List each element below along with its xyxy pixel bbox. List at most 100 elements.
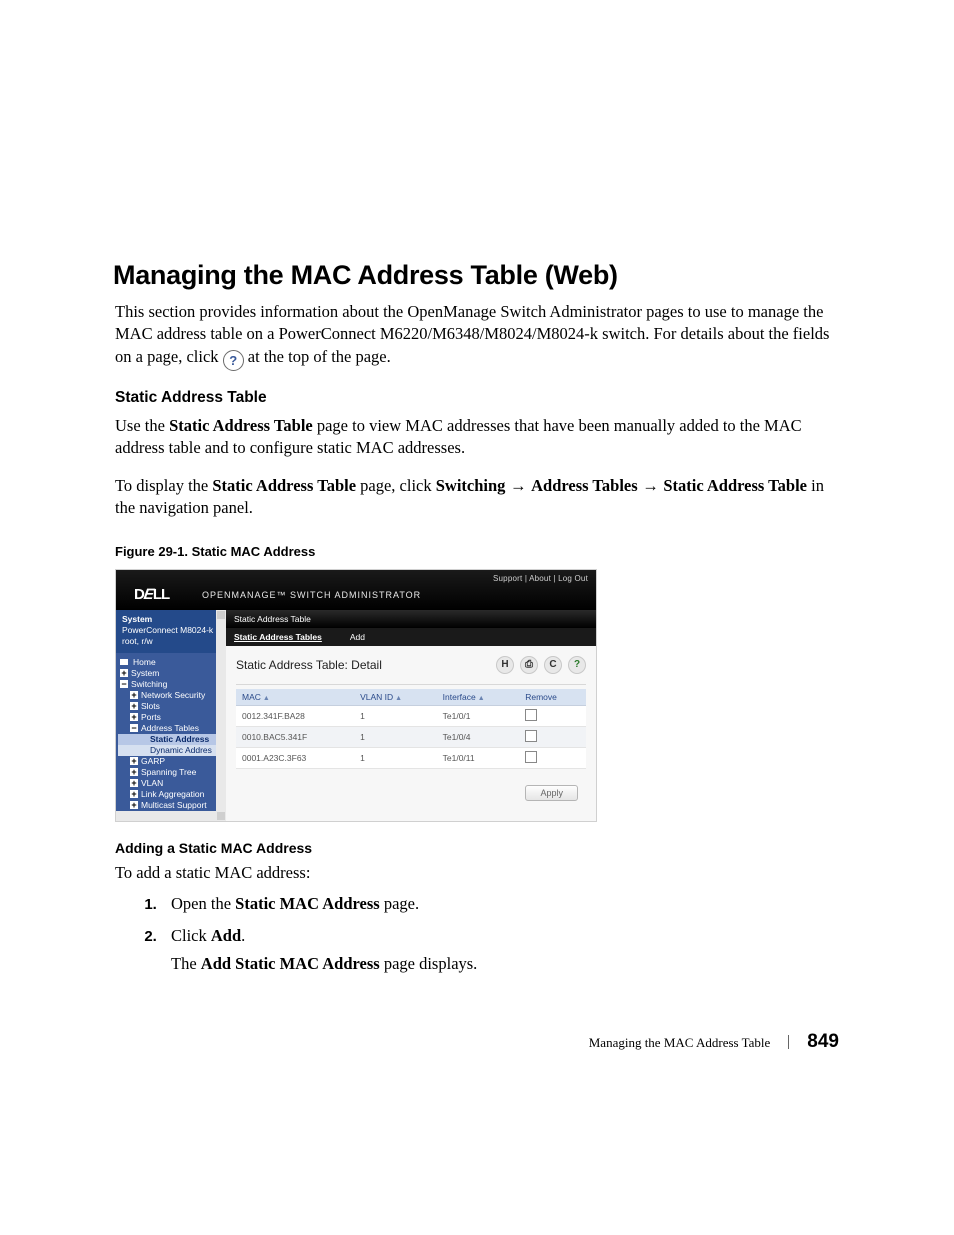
l: GARP xyxy=(141,756,165,767)
refresh-icon[interactable]: C xyxy=(544,656,562,674)
remove-checkbox[interactable] xyxy=(525,730,537,742)
apply-button[interactable]: Apply xyxy=(525,785,578,801)
print-icon[interactable]: ⎙ xyxy=(520,656,538,674)
l: System xyxy=(131,668,159,679)
step-2: Click Add. xyxy=(161,922,839,950)
para-display: To display the Static Address Table page… xyxy=(115,475,839,520)
header-links[interactable]: Support | About | Log Out xyxy=(493,574,588,583)
para-use: Use the Static Address Table page to vie… xyxy=(115,415,839,460)
page-heading: Managing the MAC Address Table (Web) xyxy=(113,260,839,291)
intro-tail: at the top of the page. xyxy=(248,347,391,366)
expand-icon[interactable]: + xyxy=(130,790,138,798)
expand-icon[interactable]: + xyxy=(130,702,138,710)
save-icon[interactable]: H xyxy=(496,656,514,674)
toolbar-icons: H ⎙ C ? xyxy=(496,656,586,674)
tree-link-aggregation[interactable]: +Link Aggregation xyxy=(118,789,226,800)
col-vlan[interactable]: VLAN ID▲ xyxy=(354,689,437,706)
page-footer: Managing the MAC Address Table 849 xyxy=(589,1031,839,1053)
t: Address Tables xyxy=(531,476,638,495)
cell-remove xyxy=(519,747,586,768)
intro-paragraph: This section provides information about … xyxy=(115,301,839,371)
t: Click xyxy=(171,926,211,945)
col-interface[interactable]: Interface▲ xyxy=(437,689,520,706)
t: Static Address Table xyxy=(169,416,313,435)
collapse-icon[interactable]: − xyxy=(130,724,138,732)
l: Home xyxy=(133,657,156,668)
l: Address Tables xyxy=(141,723,199,734)
step-1: Open the Static MAC Address page. xyxy=(161,890,839,918)
tree-items: Home +System −Switching +Network Securit… xyxy=(116,653,226,822)
t: page displays. xyxy=(380,954,478,973)
content-pane: Static Address Table Static Address Tabl… xyxy=(226,610,596,821)
footer-divider xyxy=(788,1035,789,1049)
tree-ports[interactable]: +Ports xyxy=(118,712,226,723)
l: Spanning Tree xyxy=(141,767,196,778)
col-remove: Remove xyxy=(519,689,586,706)
cell-mac: 0001.A23C.3F63 xyxy=(236,747,354,768)
col-mac[interactable]: MAC▲ xyxy=(236,689,354,706)
arrow-icon: → xyxy=(638,477,664,495)
t: page, click xyxy=(356,476,436,495)
table-row: 0012.341F.BA28 1 Te1/0/1 xyxy=(236,705,586,726)
tree-multicast-support[interactable]: +Multicast Support xyxy=(118,800,226,811)
t: To display the xyxy=(115,476,212,495)
sort-icon: ▲ xyxy=(476,695,485,702)
cell-mac: 0010.BAC5.341F xyxy=(236,726,354,747)
tree-vscrollbar[interactable] xyxy=(216,610,226,821)
nav-tree[interactable]: System PowerConnect M8024-k root, r/w Ho… xyxy=(116,610,226,821)
l: Ports xyxy=(141,712,161,723)
t: The xyxy=(171,954,201,973)
tree-spanning-tree[interactable]: +Spanning Tree xyxy=(118,767,226,778)
expand-icon[interactable]: + xyxy=(130,779,138,787)
tree-dynamic-address[interactable]: Dynamic Addres xyxy=(118,745,226,756)
cell-mac: 0012.341F.BA28 xyxy=(236,705,354,726)
tree-garp[interactable]: +GARP xyxy=(118,756,226,767)
dell-logo: DELL xyxy=(134,586,169,603)
cell-vlan: 1 xyxy=(354,705,437,726)
remove-checkbox[interactable] xyxy=(525,751,537,763)
expand-icon[interactable]: + xyxy=(130,757,138,765)
static-address-table: MAC▲ VLAN ID▲ Interface▲ Remove 0012.341… xyxy=(236,689,586,769)
l: MAC xyxy=(242,692,261,702)
help-icon[interactable]: ? xyxy=(568,656,586,674)
tree-system: System xyxy=(122,614,220,625)
tree-system-item[interactable]: +System xyxy=(118,668,226,679)
expand-icon[interactable]: + xyxy=(130,801,138,809)
remove-checkbox[interactable] xyxy=(525,709,537,721)
lead-text: To add a static MAC address: xyxy=(115,862,839,884)
table-row: 0001.A23C.3F63 1 Te1/0/11 xyxy=(236,747,586,768)
tree-home[interactable]: Home xyxy=(118,657,226,668)
t: . xyxy=(241,926,245,945)
subheading-adding: Adding a Static MAC Address xyxy=(115,840,839,856)
t: Static Address Table xyxy=(212,476,356,495)
expand-icon[interactable]: + xyxy=(130,768,138,776)
t: Add Static MAC Address xyxy=(201,954,380,973)
tree-switching[interactable]: −Switching xyxy=(118,679,226,690)
footer-section: Managing the MAC Address Table xyxy=(589,1035,771,1051)
tab-static-address-tables[interactable]: Static Address Tables xyxy=(234,632,322,642)
app-title: OPENMANAGE™ SWITCH ADMINISTRATOR xyxy=(202,590,421,600)
arrow-icon: → xyxy=(505,477,531,495)
expand-icon[interactable]: + xyxy=(130,713,138,721)
tree-address-tables[interactable]: −Address Tables xyxy=(118,723,226,734)
tree-header: System PowerConnect M8024-k root, r/w xyxy=(116,610,226,653)
tree-network-security[interactable]: +Network Security xyxy=(118,690,226,701)
tree-user: root, r/w xyxy=(122,636,220,647)
collapse-icon[interactable]: − xyxy=(120,680,128,688)
t: Use the xyxy=(115,416,169,435)
l: Link Aggregation xyxy=(141,789,204,800)
expand-icon[interactable]: + xyxy=(130,691,138,699)
t: Switching xyxy=(436,476,506,495)
l: Switching xyxy=(131,679,167,690)
tree-static-address[interactable]: Static Address xyxy=(118,734,226,745)
tree-slots[interactable]: +Slots xyxy=(118,701,226,712)
cell-iface: Te1/0/11 xyxy=(437,747,520,768)
l: Interface xyxy=(443,692,476,702)
l: Static Address xyxy=(150,734,209,745)
expand-icon[interactable]: + xyxy=(120,669,128,677)
t: Static MAC Address xyxy=(235,894,380,913)
sort-icon: ▲ xyxy=(261,695,270,702)
tree-vlan[interactable]: +VLAN xyxy=(118,778,226,789)
tree-hscrollbar[interactable] xyxy=(116,811,216,821)
tab-add[interactable]: Add xyxy=(350,632,365,642)
